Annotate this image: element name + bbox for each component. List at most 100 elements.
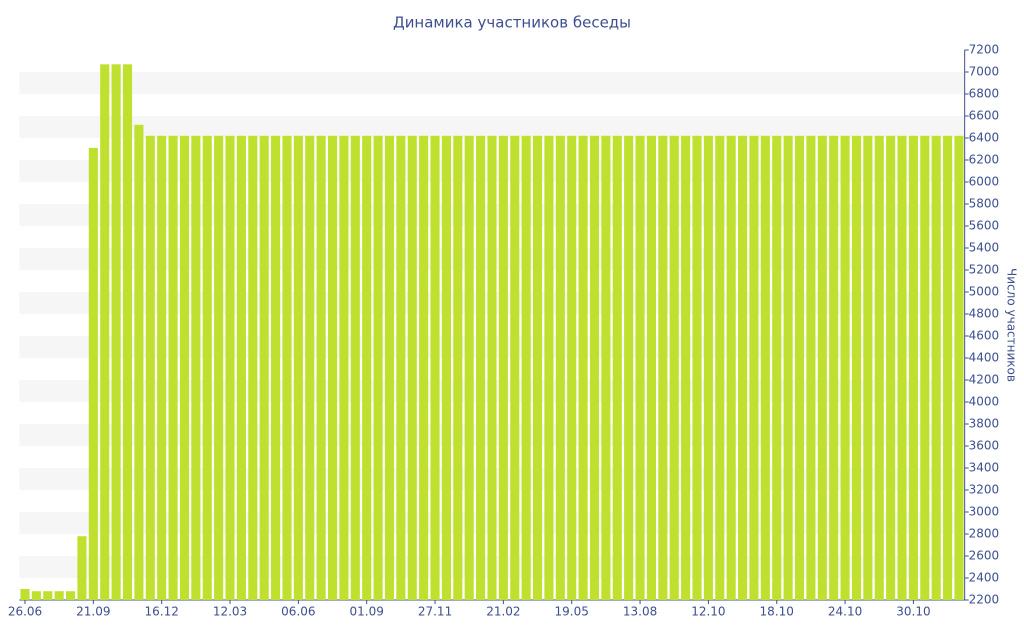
bar: [681, 135, 691, 601]
bar: [441, 135, 451, 601]
y-tick-label: 4400: [969, 351, 1000, 365]
x-tick-label: 26.06: [8, 605, 42, 619]
x-tick-label: 13.08: [623, 605, 657, 619]
bar: [396, 135, 406, 601]
bar: [715, 135, 725, 601]
y-tick-label: 6400: [969, 131, 1000, 145]
y-tick-label: 5000: [969, 285, 1000, 299]
bar: [886, 135, 896, 601]
y-axis-label: Число участников: [1005, 268, 1019, 382]
bar: [908, 135, 918, 601]
bar: [134, 124, 144, 601]
bar: [419, 135, 429, 601]
y-tick-label: 4000: [969, 395, 1000, 409]
bar: [897, 135, 907, 601]
x-tick-label: 12.03: [213, 605, 247, 619]
bar: [316, 135, 326, 601]
y-tick-label: 4800: [969, 307, 1000, 321]
bar: [259, 135, 269, 601]
bar: [464, 135, 474, 601]
bar: [783, 135, 793, 601]
x-tick-label: 06.06: [281, 605, 315, 619]
bar: [954, 135, 964, 601]
y-tick-label: 2400: [969, 571, 1000, 585]
x-tick-label: 01.09: [350, 605, 384, 619]
bar: [31, 591, 41, 600]
bar: [88, 147, 98, 600]
chart-title: Динамика участников беседы: [393, 14, 631, 32]
bar: [111, 64, 121, 601]
bar: [817, 135, 827, 601]
bar: [692, 135, 702, 601]
y-tick-label: 5400: [969, 241, 1000, 255]
bar: [624, 135, 634, 601]
bar: [350, 135, 360, 601]
grid-band: [19, 72, 965, 94]
bar: [794, 135, 805, 601]
bar: [327, 135, 338, 601]
bar: [122, 64, 133, 601]
bar: [54, 591, 64, 600]
y-tick-label: 6800: [969, 87, 1000, 101]
bar: [248, 135, 258, 601]
bar: [567, 135, 577, 601]
bar: [612, 135, 622, 601]
y-tick-label: 6200: [969, 153, 1000, 167]
bar: [578, 135, 588, 601]
y-tick-label: 3800: [969, 417, 1000, 431]
bar: [601, 135, 611, 601]
bar: [157, 135, 167, 601]
bar: [20, 589, 30, 600]
y-tick-label: 3600: [969, 439, 1000, 453]
bar: [225, 135, 235, 601]
bar: [453, 135, 463, 601]
y-tick-label: 3000: [969, 505, 1000, 519]
x-tick-label: 12.10: [691, 605, 725, 619]
bar: [589, 135, 600, 601]
bar: [305, 135, 315, 601]
x-tick-label: 19.05: [555, 605, 589, 619]
x-tick-label: 24.10: [828, 605, 862, 619]
grid-band: [19, 116, 965, 138]
bar: [532, 135, 543, 601]
bar: [669, 135, 679, 601]
x-tick-label: 21.02: [486, 605, 520, 619]
bar: [943, 135, 953, 601]
x-tick-label: 30.10: [896, 605, 930, 619]
y-tick-label: 3400: [969, 461, 1000, 475]
y-tick-label: 2800: [969, 527, 1000, 541]
y-tick-label: 5600: [969, 219, 1000, 233]
bar: [191, 135, 201, 601]
bar: [202, 135, 212, 601]
bar: [145, 135, 155, 601]
y-tick-label: 6000: [969, 175, 1000, 189]
bar: [510, 135, 520, 601]
x-tick-label: 27.11: [418, 605, 452, 619]
bar: [851, 135, 862, 601]
bar: [43, 591, 53, 600]
y-tick-label: 4200: [969, 373, 1000, 387]
bar: [863, 135, 873, 601]
bar: [487, 135, 497, 601]
bar: [829, 135, 839, 601]
bar: [772, 135, 782, 601]
y-tick-label: 4600: [969, 329, 1000, 343]
bar: [931, 135, 941, 601]
y-tick-label: 7200: [969, 43, 1000, 57]
bar: [282, 135, 292, 601]
bar: [168, 135, 178, 601]
x-tick-label: 16.12: [144, 605, 178, 619]
y-tick-label: 5200: [969, 263, 1000, 277]
bar: [384, 135, 395, 601]
y-tick-label: 6600: [969, 109, 1000, 123]
bar: [407, 135, 417, 601]
bar: [498, 135, 508, 601]
bar: [920, 135, 930, 601]
bar: [293, 135, 303, 601]
bar: [362, 135, 372, 601]
bar: [271, 135, 281, 601]
bar: [749, 135, 759, 601]
bar: [77, 536, 87, 600]
bar: [646, 135, 657, 601]
